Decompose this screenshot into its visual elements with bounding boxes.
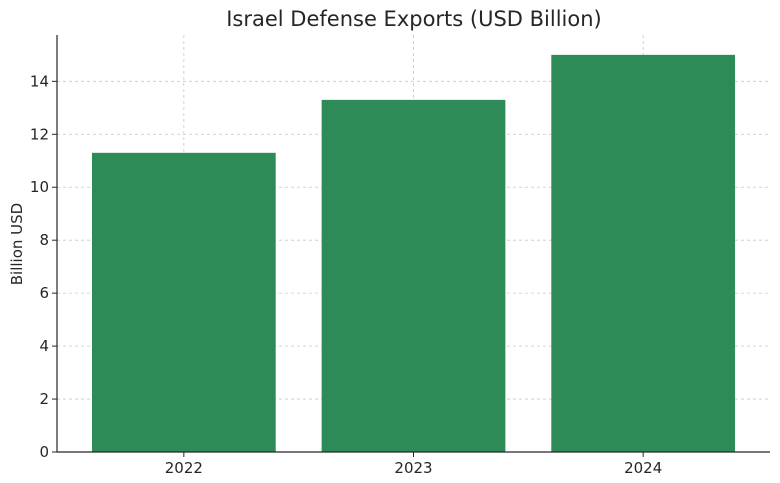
y-tick-label: 12 — [30, 125, 49, 143]
bars — [91, 54, 736, 453]
y-tick-label: 14 — [30, 72, 49, 90]
x-tick-label: 2022 — [165, 459, 203, 477]
y-axis-title: Billion USD — [8, 203, 26, 285]
x-tick-label: 2024 — [624, 459, 662, 477]
y-tick-label: 4 — [39, 337, 49, 355]
chart-title: Israel Defense Exports (USD Billion) — [226, 7, 602, 31]
y-tick-label: 0 — [39, 443, 49, 461]
bar-2023 — [321, 99, 506, 452]
y-tick-label: 6 — [39, 284, 49, 302]
y-tick-label: 10 — [30, 178, 49, 196]
y-tick-label: 8 — [39, 231, 49, 249]
tick-labels: 0 2 4 6 8 10 12 14 2022 2023 2024 — [30, 72, 662, 477]
y-tick-label: 2 — [39, 390, 49, 408]
x-tick-label: 2023 — [394, 459, 432, 477]
axes — [52, 35, 770, 457]
bar-2022 — [91, 152, 276, 453]
bar-2024 — [551, 54, 736, 452]
